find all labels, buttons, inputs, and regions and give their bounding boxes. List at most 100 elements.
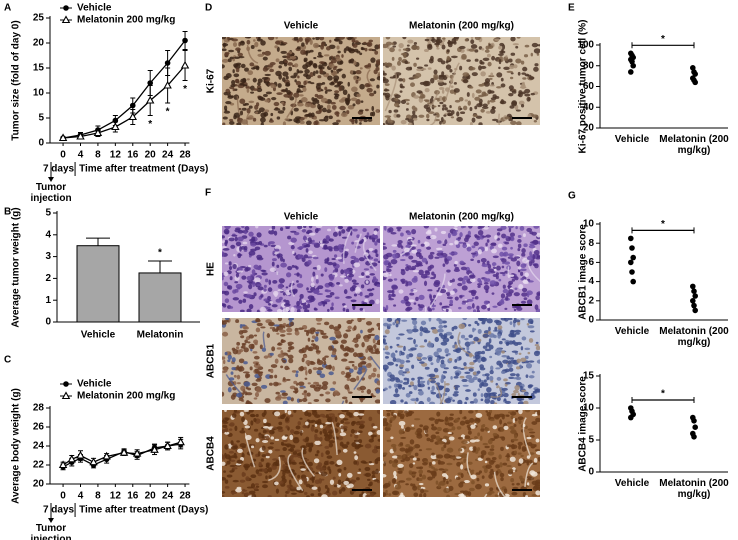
cell — [327, 261, 334, 266]
x-tick-label: 0 — [60, 150, 66, 161]
cell — [231, 38, 239, 42]
cell — [300, 445, 307, 449]
cell — [508, 274, 515, 277]
cell — [289, 434, 294, 441]
cell — [246, 78, 250, 81]
cell — [469, 417, 475, 423]
cell — [477, 259, 481, 264]
cell — [472, 309, 477, 312]
cell — [222, 58, 229, 63]
cell — [405, 280, 408, 285]
streak — [429, 115, 437, 125]
cell — [383, 452, 388, 456]
cell — [271, 346, 276, 352]
cell — [489, 418, 495, 422]
cell — [301, 357, 305, 363]
cell — [313, 42, 319, 49]
cell — [231, 357, 236, 363]
cell — [414, 418, 421, 421]
cell — [334, 330, 342, 336]
cell — [362, 228, 367, 232]
cell — [477, 447, 481, 451]
streak — [287, 453, 304, 492]
cell — [449, 89, 456, 94]
cell — [441, 89, 445, 94]
cell — [285, 378, 291, 381]
cell — [416, 262, 422, 266]
cell — [371, 49, 377, 52]
cell — [468, 378, 475, 384]
cell — [325, 425, 331, 431]
x-tick-label: Vehicle — [614, 326, 650, 337]
cell — [277, 83, 282, 88]
streak — [507, 266, 511, 279]
cell — [294, 330, 300, 336]
cell — [414, 344, 418, 348]
cell — [315, 331, 320, 334]
significance: * — [148, 119, 152, 130]
cell — [395, 363, 399, 367]
series-line — [62, 441, 181, 466]
x-tick-label: 8 — [95, 491, 101, 502]
cell — [296, 305, 303, 310]
cell — [253, 397, 258, 400]
cell — [315, 37, 320, 41]
cell — [466, 298, 474, 302]
cell — [408, 384, 412, 388]
cell — [471, 480, 475, 485]
cell — [458, 323, 466, 330]
cell — [236, 341, 241, 346]
cell — [465, 421, 470, 425]
cell — [520, 277, 524, 281]
cell — [457, 282, 463, 287]
cell — [458, 448, 463, 452]
cell — [224, 290, 230, 296]
cell — [277, 325, 284, 331]
cell — [276, 46, 280, 52]
cell — [285, 226, 290, 229]
cell — [327, 417, 332, 423]
cell — [433, 351, 439, 357]
point — [691, 434, 697, 440]
cell — [252, 351, 258, 354]
y-tick-label: 10 — [583, 219, 595, 230]
cell — [238, 56, 245, 59]
cell — [399, 447, 406, 452]
cell — [515, 45, 519, 49]
cell — [280, 334, 286, 337]
streak — [369, 355, 380, 370]
cell — [383, 461, 387, 467]
cell — [522, 279, 529, 283]
cell — [321, 335, 329, 339]
cell — [259, 344, 263, 350]
cell — [481, 106, 489, 110]
cell — [222, 37, 227, 40]
cell — [524, 73, 530, 77]
cell — [524, 355, 529, 360]
cell — [276, 253, 283, 258]
cell — [273, 230, 278, 236]
cell — [405, 448, 411, 453]
cell — [322, 357, 327, 362]
cell — [400, 351, 405, 356]
cell — [482, 333, 489, 338]
cell — [325, 410, 333, 412]
cell — [411, 259, 418, 263]
cell — [292, 451, 298, 455]
cell — [246, 39, 251, 45]
cell — [288, 346, 293, 351]
cell — [276, 347, 282, 350]
cell — [491, 248, 497, 254]
cell — [516, 482, 520, 486]
cell — [339, 414, 345, 419]
cell — [272, 279, 278, 284]
cell — [317, 75, 322, 79]
cell — [523, 400, 529, 404]
cell — [383, 226, 387, 231]
cell — [444, 397, 452, 404]
cell — [418, 269, 424, 276]
cell — [309, 61, 313, 66]
cell — [293, 92, 300, 98]
cell — [301, 97, 308, 103]
cell — [271, 97, 277, 101]
